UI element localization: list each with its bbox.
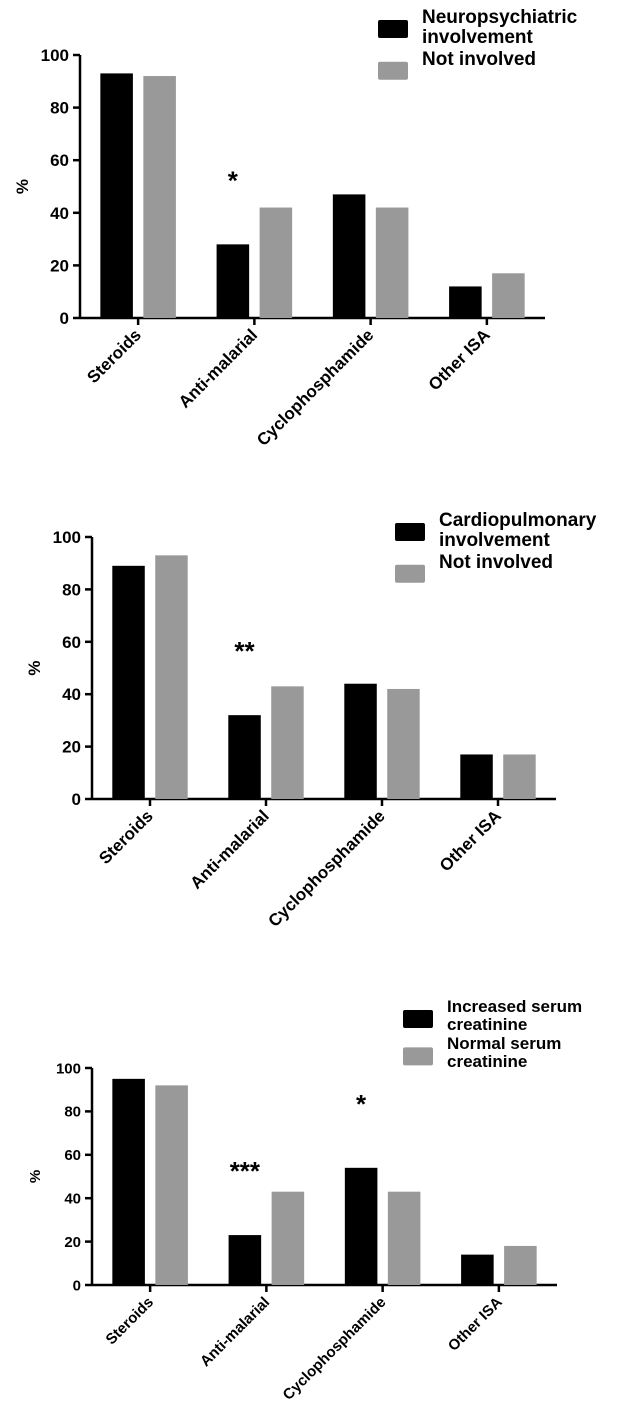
bar [344, 683, 377, 799]
y-tick-label: 0 [72, 790, 81, 809]
legend-entry: Neuropsychiatric involvement [422, 8, 578, 48]
y-tick-label: 100 [56, 1060, 81, 1077]
y-tick-label: 100 [53, 528, 81, 547]
bar [112, 1078, 145, 1285]
y-tick-label: 80 [62, 580, 81, 599]
x-tick-label: Cyclophosphamide [265, 806, 389, 930]
bar [461, 1254, 494, 1285]
x-tick-label: Anti-malarial [175, 325, 261, 411]
significance-marker: * [228, 165, 239, 195]
y-tick-label: 60 [50, 151, 69, 170]
x-tick-label: Cyclophosphamide [253, 325, 377, 449]
bar [344, 1167, 378, 1285]
y-tick-label: 40 [62, 685, 81, 704]
bar [271, 1191, 305, 1285]
legend-entry: Cardiopulmonary involvement [439, 511, 597, 551]
bar [387, 1191, 421, 1285]
bar [100, 73, 133, 318]
bar [216, 244, 250, 318]
significance-marker: * [356, 1089, 367, 1119]
y-axis-label: % [25, 660, 44, 675]
y-tick-label: 80 [64, 1104, 81, 1121]
y-axis-label: % [27, 1170, 44, 1183]
legend-entry: Not involved [439, 552, 554, 573]
bar [228, 715, 261, 799]
legend-label: Cardiopulmonary involvement [439, 511, 597, 551]
x-tick-label: Other ISA [436, 806, 505, 875]
x-tick-label: Steroids [83, 325, 145, 387]
x-tick-label: Anti-malarial [197, 1294, 273, 1370]
y-tick-label: 80 [50, 99, 69, 118]
y-tick-label: 0 [60, 309, 69, 328]
bar [387, 688, 420, 799]
bar [332, 194, 366, 318]
legend-entry: Not involved [422, 49, 537, 70]
y-tick-label: 40 [50, 204, 69, 223]
legend-swatch [395, 564, 425, 583]
x-tick-label: Cyclophosphamide [280, 1294, 390, 1404]
significance-marker: ** [234, 636, 255, 666]
legend-swatch [395, 523, 425, 541]
legend-swatch [378, 20, 408, 38]
bar [143, 76, 176, 318]
bar [503, 754, 536, 799]
bar [460, 754, 493, 799]
legend-label: Increased serum creatinine [447, 998, 583, 1034]
bar [228, 1235, 262, 1285]
x-tick-label: Anti-malarial [187, 806, 273, 892]
x-tick-label: Other ISA [445, 1294, 506, 1355]
bar [492, 273, 525, 318]
y-tick-label: 40 [64, 1190, 81, 1207]
bar [271, 686, 304, 799]
bar [504, 1245, 537, 1285]
x-tick-label: Steroids [102, 1294, 156, 1348]
legend-swatch [403, 1047, 433, 1066]
legend-label: Not involved [439, 552, 554, 573]
y-tick-label: 0 [73, 1277, 81, 1294]
bar [155, 1085, 188, 1285]
y-tick-label: 20 [64, 1234, 81, 1251]
y-tick-label: 20 [50, 256, 69, 275]
legend-label: Neuropsychiatric involvement [422, 8, 578, 48]
bar [112, 565, 145, 799]
x-tick-label: Other ISA [425, 325, 494, 394]
x-tick-label: Steroids [95, 806, 157, 868]
bar [375, 207, 409, 318]
legend-label: Not involved [422, 49, 537, 70]
bar [449, 286, 482, 318]
legend-swatch [403, 1010, 433, 1028]
legend-entry: Increased serum creatinine [447, 998, 583, 1034]
y-tick-label: 60 [62, 633, 81, 652]
y-tick-label: 20 [62, 738, 81, 757]
y-tick-label: 60 [64, 1147, 81, 1164]
legend-label: Normal serum creatinine [447, 1035, 562, 1072]
y-tick-label: 100 [41, 46, 69, 65]
bar [155, 555, 188, 799]
significance-marker: *** [230, 1156, 261, 1186]
bar [259, 207, 293, 318]
legend-swatch [378, 61, 408, 80]
legend-entry: Normal serum creatinine [447, 1035, 562, 1072]
y-axis-label: % [13, 179, 32, 194]
